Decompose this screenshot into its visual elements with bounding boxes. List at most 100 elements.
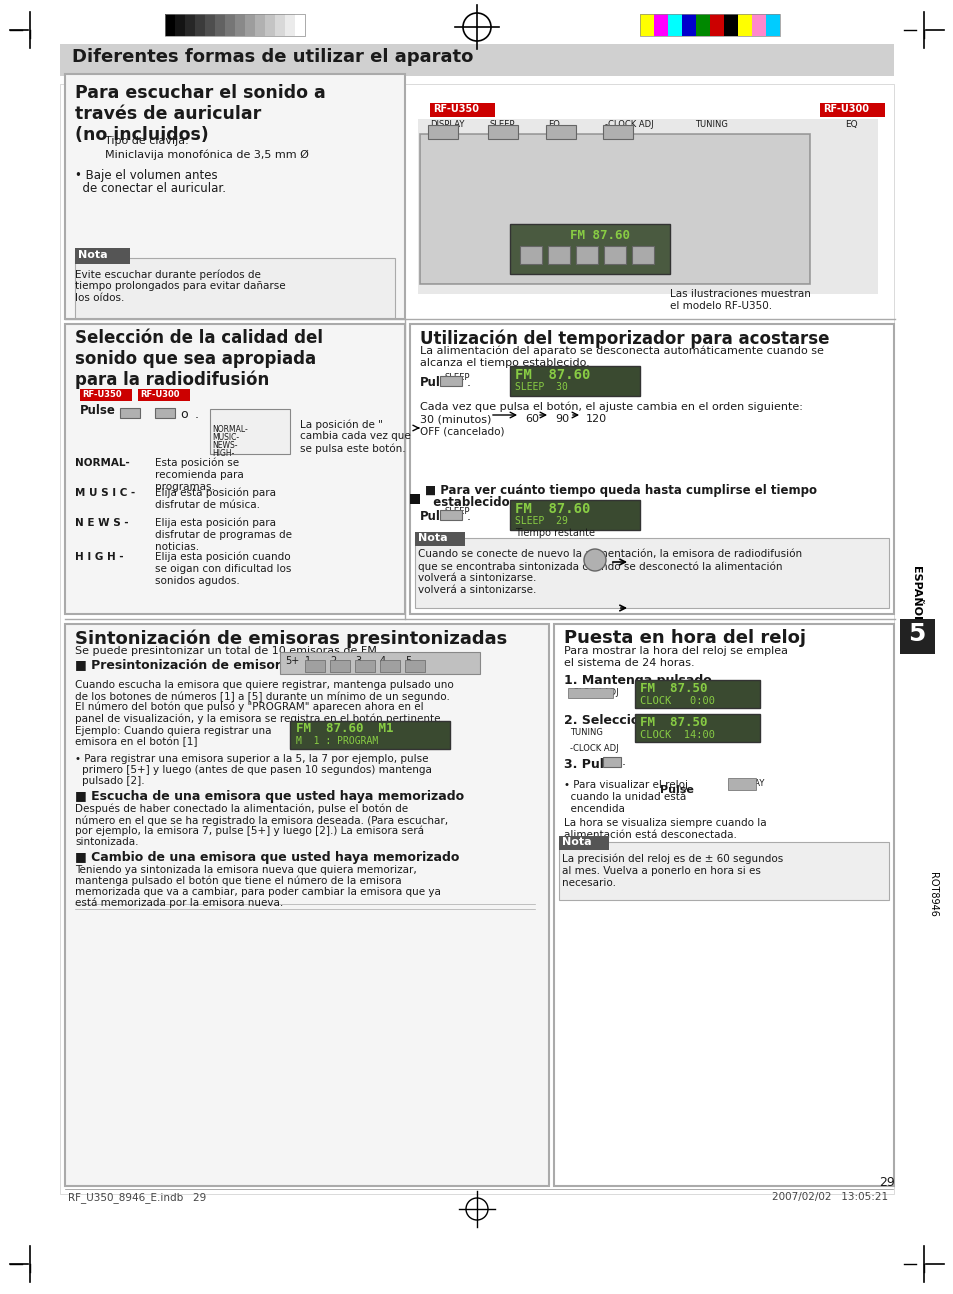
Bar bbox=[639, 14, 780, 36]
Bar bbox=[185, 14, 195, 36]
Text: Después de haber conectado la alimentación, pulse el botón de: Después de haber conectado la alimentaci… bbox=[75, 804, 408, 814]
Bar bbox=[519, 246, 541, 264]
Bar bbox=[274, 14, 285, 36]
Bar bbox=[410, 494, 419, 503]
Bar bbox=[738, 14, 752, 36]
Bar bbox=[165, 14, 175, 36]
Bar bbox=[899, 619, 934, 653]
Bar bbox=[428, 126, 457, 138]
Text: Cada vez que pulsa el botón, el ajuste cambia en el orden siguiente:: Cada vez que pulsa el botón, el ajuste c… bbox=[419, 401, 802, 411]
Bar bbox=[234, 14, 245, 36]
Bar bbox=[567, 688, 613, 697]
Bar bbox=[80, 389, 132, 401]
Bar bbox=[65, 624, 548, 1187]
Text: 5+: 5+ bbox=[285, 656, 299, 666]
Bar bbox=[419, 135, 809, 283]
Bar bbox=[488, 126, 517, 138]
Ellipse shape bbox=[583, 549, 605, 571]
Bar bbox=[709, 14, 723, 36]
Bar bbox=[415, 532, 464, 546]
Text: NORMAL-: NORMAL- bbox=[212, 424, 248, 433]
Text: cambia cada vez que: cambia cada vez que bbox=[299, 431, 411, 441]
Text: al mes. Vuelva a ponerlo en hora si es: al mes. Vuelva a ponerlo en hora si es bbox=[561, 866, 760, 876]
Text: SLEEP: SLEEP bbox=[444, 507, 470, 516]
Text: 90: 90 bbox=[555, 414, 569, 424]
Bar bbox=[547, 246, 569, 264]
Text: alcanza el tiempo establecido.: alcanza el tiempo establecido. bbox=[419, 358, 589, 367]
Text: mantenga pulsado el botón que tiene el número de la emisora: mantenga pulsado el botón que tiene el n… bbox=[75, 876, 401, 886]
Bar bbox=[430, 104, 495, 116]
Bar bbox=[439, 510, 461, 520]
Bar bbox=[723, 14, 738, 36]
Text: NORMAL-: NORMAL- bbox=[75, 458, 130, 468]
Bar bbox=[280, 652, 479, 674]
Bar bbox=[65, 74, 405, 320]
Text: Evite escuchar durante períodos de: Evite escuchar durante períodos de bbox=[75, 269, 260, 280]
Text: Para escuchar el sonido a
través de auricular
(no incluidos): Para escuchar el sonido a través de auri… bbox=[75, 84, 325, 144]
Bar bbox=[639, 14, 654, 36]
Bar bbox=[120, 408, 140, 418]
Bar bbox=[635, 681, 760, 708]
Text: 120: 120 bbox=[585, 414, 606, 424]
Text: 1. Mantenga pulsado .: 1. Mantenga pulsado . bbox=[563, 674, 720, 687]
Text: 29: 29 bbox=[879, 1176, 894, 1189]
Text: 5: 5 bbox=[405, 656, 411, 666]
Text: TUNING: TUNING bbox=[569, 729, 602, 738]
Bar bbox=[60, 44, 893, 76]
Text: Pulse: Pulse bbox=[659, 785, 693, 795]
Text: Pulse: Pulse bbox=[419, 510, 456, 523]
Text: Para mostrar la hora del reloj se emplea: Para mostrar la hora del reloj se emplea bbox=[563, 646, 787, 656]
Text: MUSIC-: MUSIC- bbox=[212, 433, 239, 443]
Bar bbox=[254, 14, 265, 36]
Text: por ejemplo, la emisora 7, pulse [5+] y luego [2].) La emisora será: por ejemplo, la emisora 7, pulse [5+] y … bbox=[75, 826, 423, 836]
Text: 4: 4 bbox=[379, 656, 386, 666]
Text: Nota: Nota bbox=[417, 533, 447, 543]
Text: RF-U300: RF-U300 bbox=[140, 389, 179, 399]
Bar bbox=[305, 660, 325, 672]
Text: SLEEP: SLEEP bbox=[444, 373, 470, 382]
Text: FM  87.60  M1: FM 87.60 M1 bbox=[295, 722, 393, 735]
Bar bbox=[439, 377, 461, 386]
Text: Miniclavija monofónica de 3,5 mm Ø: Miniclavija monofónica de 3,5 mm Ø bbox=[105, 149, 309, 159]
Text: volverá a sintonizarse.: volverá a sintonizarse. bbox=[417, 585, 536, 595]
Text: La alimentación del aparato se desconecta automáticamente cuando se: La alimentación del aparato se desconect… bbox=[419, 345, 823, 357]
Bar bbox=[65, 324, 405, 613]
Text: HIGH-: HIGH- bbox=[212, 449, 234, 458]
Bar bbox=[696, 14, 710, 36]
Bar bbox=[405, 660, 424, 672]
Text: RF_U350_8946_E.indb   29: RF_U350_8946_E.indb 29 bbox=[68, 1192, 206, 1203]
Text: Cuando escucha la emisora que quiere registrar, mantenga pulsado uno: Cuando escucha la emisora que quiere reg… bbox=[75, 681, 454, 690]
Text: alimentación está desconectada.: alimentación está desconectada. bbox=[563, 829, 736, 840]
Bar bbox=[154, 408, 174, 418]
Text: CLOCK  14:00: CLOCK 14:00 bbox=[639, 730, 714, 740]
Text: FM  87.50: FM 87.50 bbox=[639, 682, 707, 695]
Text: Elija esta posición para
disfrutar de música.: Elija esta posición para disfrutar de mú… bbox=[154, 488, 275, 510]
Bar bbox=[60, 84, 893, 1194]
Text: SLEEP  29: SLEEP 29 bbox=[515, 516, 567, 525]
Text: emisora en el botón [1]: emisora en el botón [1] bbox=[75, 738, 197, 748]
Bar bbox=[751, 14, 765, 36]
Bar bbox=[265, 14, 275, 36]
Text: ■ Escucha de una emisora que usted haya memorizado: ■ Escucha de una emisora que usted haya … bbox=[75, 791, 464, 804]
Text: Tiempo restante: Tiempo restante bbox=[515, 528, 595, 538]
Text: 3: 3 bbox=[355, 656, 361, 666]
Text: .: . bbox=[194, 408, 199, 421]
Text: se pulsa este botón.: se pulsa este botón. bbox=[299, 443, 405, 453]
Bar bbox=[681, 14, 696, 36]
Text: de conectar el auricular.: de conectar el auricular. bbox=[75, 182, 226, 195]
Text: cuando la unidad está: cuando la unidad está bbox=[563, 792, 685, 802]
Text: Pulse: Pulse bbox=[80, 404, 115, 417]
Text: volverá a sintonizarse.: volverá a sintonizarse. bbox=[417, 573, 536, 584]
Text: panel de visualización, y la emisora se registra en el botón pertinente.: panel de visualización, y la emisora se … bbox=[75, 713, 443, 723]
Bar bbox=[602, 126, 633, 138]
Bar bbox=[667, 14, 681, 36]
Bar bbox=[558, 842, 888, 901]
Bar bbox=[138, 389, 190, 401]
Bar bbox=[379, 660, 399, 672]
Bar bbox=[285, 14, 295, 36]
Bar bbox=[415, 538, 888, 608]
Text: TUNING: TUNING bbox=[695, 120, 727, 129]
Text: Ejemplo: Cuando quiera registrar una: Ejemplo: Cuando quiera registrar una bbox=[75, 726, 272, 736]
Text: La hora se visualiza siempre cuando la: La hora se visualiza siempre cuando la bbox=[563, 818, 766, 828]
Text: Sintonización de emisoras presintonizadas: Sintonización de emisoras presintonizada… bbox=[75, 629, 507, 647]
